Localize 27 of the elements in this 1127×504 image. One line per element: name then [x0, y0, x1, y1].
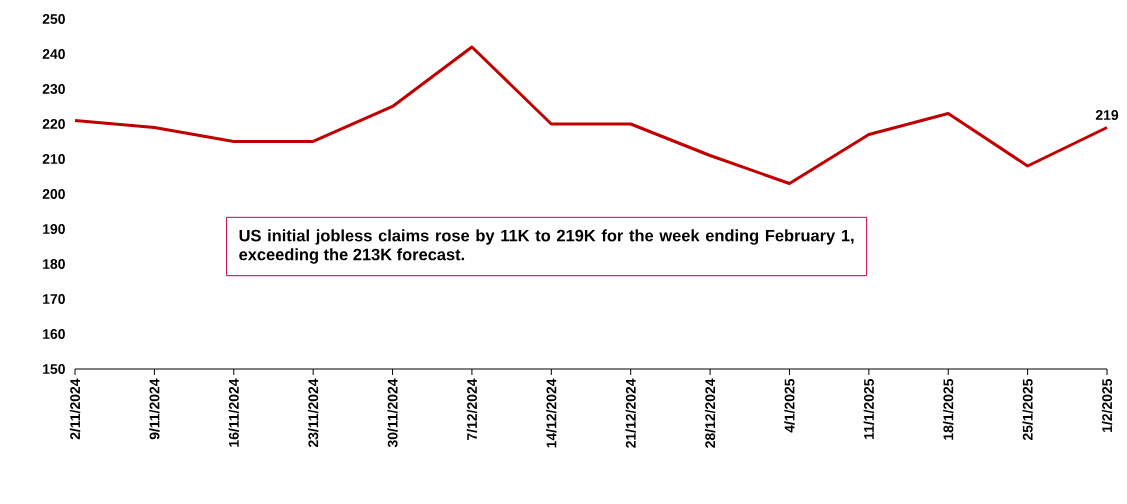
x-tick-label: 9/11/2024	[149, 378, 160, 440]
annotation: US initial jobless claims rose by 11K to 219K for the week ending February 1, exceeding the 213K forecast.	[239, 229, 854, 264]
x-tick-label: 18/1/2025	[943, 378, 954, 440]
y-tick-label: 160	[43, 329, 65, 339]
x-tick-label: 21/12/2024	[625, 378, 636, 448]
x-tick-label: 16/11/2024	[228, 378, 239, 447]
x-tick-label: 30/11/2024	[387, 378, 398, 448]
y-tick-label: 230	[42, 84, 65, 94]
y-tick-label: 190	[43, 224, 65, 234]
y-tick-label: 200	[42, 189, 65, 199]
x-tick-label: 28/12/2024	[704, 378, 716, 448]
y-tick-label: 250	[42, 14, 65, 24]
y-tick-label: 150	[43, 364, 65, 374]
x-tick-label: 14/12/2024	[546, 378, 557, 448]
x-tick-label: 23/11/2024	[307, 378, 319, 448]
y-tick-label: 180	[43, 259, 65, 269]
x-tick-label: 1/2/2025	[1101, 378, 1113, 432]
data-label: 219	[1095, 110, 1119, 120]
x-tick-label: 7/12/2024	[466, 378, 478, 440]
x-tick-label: 25/1/2025	[1022, 378, 1033, 441]
x-tick-label: 11/1/2025	[863, 378, 875, 439]
x-tick-label: 2/11/2024	[69, 378, 81, 440]
y-tick-label: 170	[43, 294, 65, 304]
y-tick-label: 220	[42, 119, 65, 129]
x-tick-label: 4/1/2025	[784, 378, 795, 433]
y-tick-label: 210	[42, 154, 65, 164]
y-tick-label: 240	[42, 49, 65, 59]
